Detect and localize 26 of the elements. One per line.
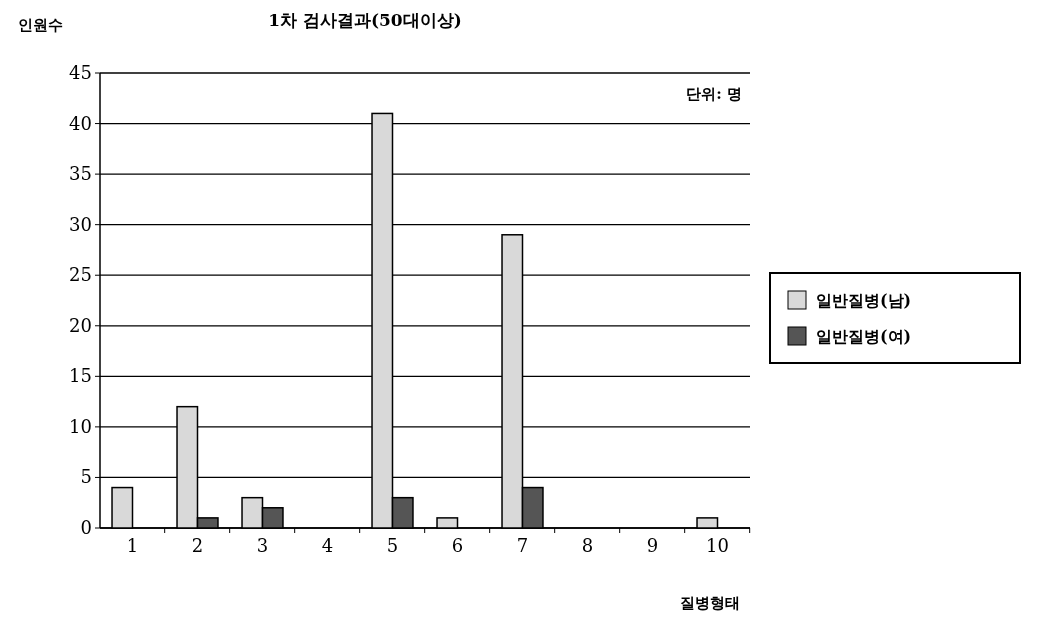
legend-label: 일반질병(남) <box>816 291 912 310</box>
legend-label: 일반질병(여) <box>816 327 912 346</box>
x-tick-label: 5 <box>386 535 399 556</box>
x-tick-label: 8 <box>581 535 594 556</box>
x-tick-label: 2 <box>191 535 204 556</box>
y-tick-label: 15 <box>69 365 92 387</box>
y-axis-title: 인원수 <box>18 16 63 34</box>
y-tick-label: 25 <box>69 264 92 286</box>
y-tick-label: 5 <box>80 466 92 488</box>
y-tick-label: 10 <box>69 415 92 437</box>
x-tick-label: 10 <box>706 535 729 556</box>
x-tick-label: 3 <box>256 535 269 556</box>
x-tick-label: 6 <box>451 535 464 556</box>
x-tick-label: 7 <box>516 535 529 556</box>
x-axis-title: 질병형태 <box>680 594 740 612</box>
y-tick-label: 0 <box>80 517 92 538</box>
x-tick-label: 9 <box>646 535 659 556</box>
x-tick-label: 1 <box>126 535 139 556</box>
y-tick-label: 40 <box>69 112 92 134</box>
y-tick-label: 35 <box>69 163 92 185</box>
y-tick-label: 45 <box>69 62 92 83</box>
y-tick-label: 30 <box>69 213 92 235</box>
chart-title: 1차 검사결과(50대이상) <box>268 10 462 30</box>
y-tick-label: 20 <box>69 314 92 336</box>
annotation: 단위: 명 <box>686 85 742 103</box>
x-tick-label: 4 <box>321 535 334 556</box>
